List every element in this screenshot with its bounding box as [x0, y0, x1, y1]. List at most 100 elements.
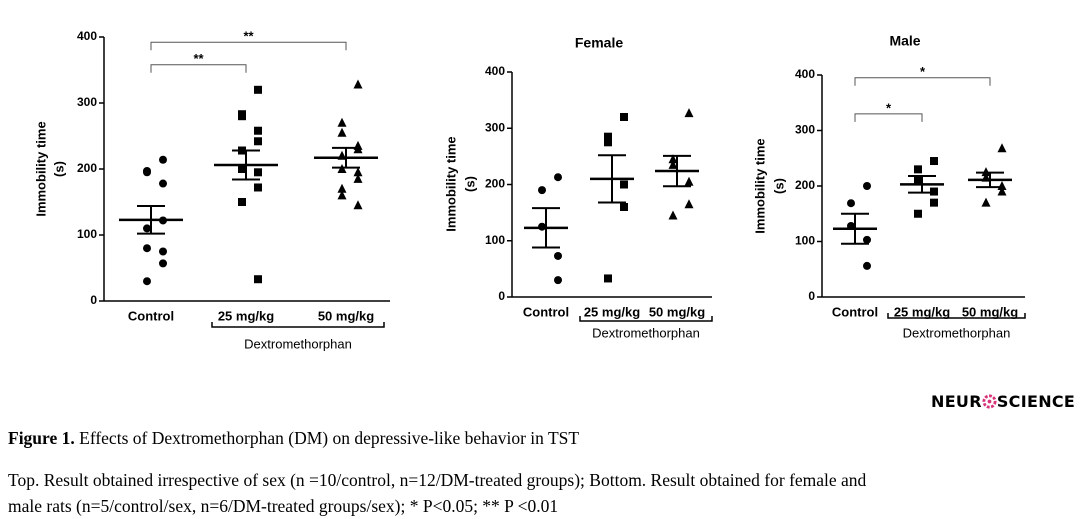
data-point: [863, 235, 871, 244]
data-point: [847, 199, 855, 208]
data-point: [337, 117, 347, 127]
y-tick-label: 300: [485, 120, 505, 134]
x-tick-label: 50 mg/kg: [318, 308, 374, 323]
data-point: [159, 179, 167, 188]
chart-title: Male: [889, 33, 920, 49]
y-tick-label: 100: [795, 234, 815, 248]
error-bar: [663, 154, 691, 188]
data-point: [554, 173, 562, 182]
data-point: [620, 180, 628, 189]
significance-label: *: [886, 100, 892, 115]
data-point: [914, 165, 922, 174]
data-point: [554, 251, 562, 260]
data-point: [254, 168, 262, 177]
data-point: [684, 108, 694, 118]
data-point: [353, 79, 363, 89]
y-axis-label: (s): [462, 176, 477, 192]
x-tick-label: Control: [523, 304, 569, 319]
data-point: [254, 137, 262, 146]
y-tick-label: 200: [795, 178, 815, 192]
data-point: [353, 173, 363, 183]
data-point: [238, 165, 246, 173]
data-point: [684, 199, 694, 209]
significance-bracket: [150, 41, 347, 51]
data-point: [159, 247, 167, 256]
group-bracket: [211, 322, 385, 328]
data-point: [604, 132, 612, 141]
data-point: [604, 274, 612, 283]
data-point: [353, 167, 363, 177]
data-point: [863, 261, 871, 270]
group-bracket: [579, 316, 713, 322]
data-point: [863, 182, 871, 190]
figure-label: Figure 1.: [8, 428, 75, 448]
x-tick-label: 25 mg/kg: [218, 308, 274, 323]
data-point: [668, 154, 678, 164]
caption-title: Figure 1. Effects of Dextromethorphan (D…: [8, 428, 579, 449]
y-tick-label: 300: [795, 123, 815, 137]
data-point: [981, 197, 991, 207]
data-point: [668, 210, 678, 220]
x-tick-label: 50 mg/kg: [649, 304, 705, 319]
data-point: [930, 187, 938, 196]
y-axis-label: Immobility time: [443, 136, 458, 231]
error-bar: [841, 212, 869, 245]
group-label: Dextromethorphan: [244, 336, 352, 351]
data-point: [337, 183, 347, 193]
y-tick-label: 200: [485, 177, 505, 191]
y-tick-label: 200: [77, 161, 97, 175]
error-bar: [532, 207, 560, 249]
data-point: [554, 276, 562, 285]
logo-text: SCIENCE: [996, 392, 1076, 411]
data-point: [981, 167, 991, 177]
y-axis-label: (s): [51, 161, 66, 177]
data-point: [353, 200, 363, 210]
error-bar: [332, 146, 360, 169]
data-point: [143, 224, 151, 233]
logo: NEUR SCIENCE: [931, 392, 1075, 411]
y-tick-label: 400: [795, 67, 815, 81]
caption-text: Effects of Dextromethorphan (DM) on depr…: [74, 428, 580, 448]
group-bracket: [887, 313, 1026, 319]
logo-icon: [982, 394, 997, 409]
data-point: [668, 159, 678, 169]
data-point: [684, 176, 694, 186]
data-point: [143, 168, 151, 177]
significance-bracket: [854, 77, 991, 86]
x-tick-label: Control: [128, 308, 174, 323]
y-tick-label: 100: [77, 227, 97, 241]
data-point: [254, 183, 262, 192]
significance-bracket: [150, 64, 247, 73]
data-point: [997, 186, 1007, 196]
y-axis-label: (s): [771, 178, 786, 194]
x-tick-label: 25 mg/kg: [894, 304, 950, 319]
logo-text: NEUR: [931, 392, 982, 411]
caption-line: Top. Result obtained irrespective of sex…: [8, 470, 867, 490]
y-tick-label: 400: [485, 64, 505, 78]
y-tick-label: 0: [808, 289, 815, 303]
data-point: [238, 112, 246, 121]
error-bar: [137, 204, 165, 235]
x-tick-label: Control: [832, 304, 878, 319]
data-point: [538, 186, 546, 195]
data-point: [254, 85, 262, 94]
y-tick-label: 0: [90, 293, 97, 307]
y-tick-label: 300: [77, 95, 97, 109]
data-point: [238, 198, 246, 206]
significance-label: *: [920, 64, 926, 79]
caption-line: male rats (n=5/control/sex, n=6/DM-treat…: [8, 496, 559, 516]
data-point: [159, 155, 167, 164]
data-point: [914, 209, 922, 218]
y-tick-label: 0: [498, 289, 505, 303]
error-bar: [232, 149, 260, 181]
significance-bracket: [854, 113, 923, 122]
data-point: [604, 138, 612, 147]
y-axis-label: Immobility time: [752, 138, 767, 233]
data-point: [620, 203, 628, 211]
x-tick-label: 50 mg/kg: [962, 304, 1018, 319]
data-point: [143, 277, 151, 286]
y-tick-label: 100: [485, 233, 505, 247]
y-axis-label: Immobility time: [33, 121, 48, 216]
